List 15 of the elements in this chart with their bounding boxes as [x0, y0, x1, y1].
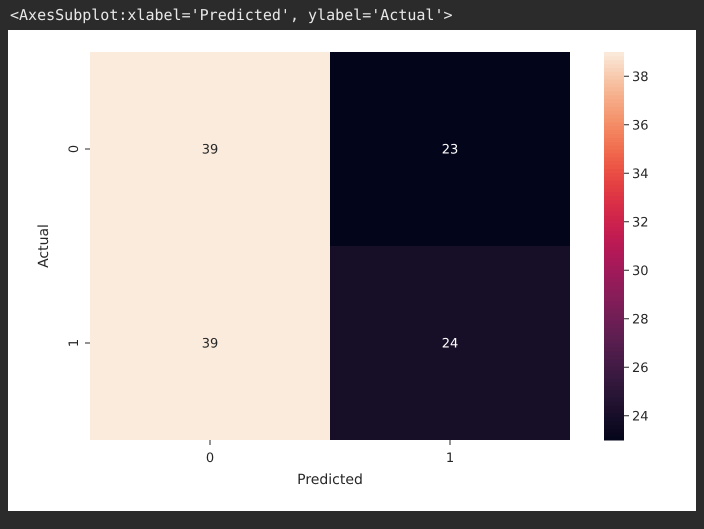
color-bar-label: 30: [632, 264, 649, 279]
color-bar-label: 24: [632, 409, 649, 424]
data-label: 39: [202, 336, 218, 352]
color-bar-label: 32: [632, 215, 649, 230]
data-label: 39: [202, 142, 218, 158]
color-bar-label: 26: [632, 360, 649, 376]
y-axis-title: Actual: [36, 224, 52, 268]
data-label: 23: [442, 142, 458, 158]
x-axis-title: Predicted: [297, 472, 363, 488]
color-bar-label: 34: [632, 166, 649, 182]
text: <AxesSubplot:xlabel='Predicted', ylabel='Actual'>: [10, 6, 453, 24]
color-bar-label: 38: [632, 70, 649, 85]
color-bar-label: 36: [632, 118, 649, 134]
color-bar-label: 28: [632, 312, 649, 328]
data-label: 24: [442, 336, 458, 352]
